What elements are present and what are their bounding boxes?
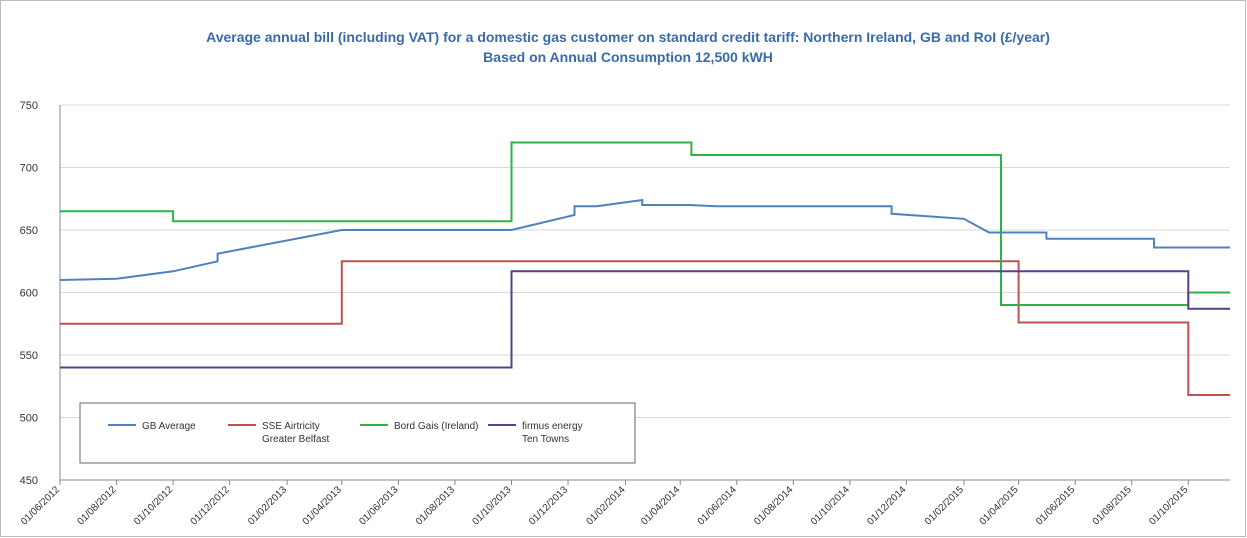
chart-title: Average annual bill (including VAT) for … (206, 29, 1050, 45)
legend-label: firmus energy Ten Towns (522, 421, 583, 445)
series-line (60, 270, 1230, 369)
legend-label: GB Average (142, 421, 196, 432)
legend-label: Bord Gais (Ireland) (394, 421, 478, 432)
y-tick-label: 650 (20, 225, 38, 237)
series-line (60, 260, 1230, 396)
y-tick-label: 750 (20, 100, 38, 112)
legend-label: SSE Airtricity Greater Belfast (262, 421, 329, 445)
y-tick-label: 600 (20, 288, 38, 300)
y-tick-label: 500 (20, 413, 38, 425)
y-tick-label: 700 (20, 163, 38, 175)
y-tick-label: 450 (20, 475, 38, 487)
series-line (59, 198, 1230, 281)
legend-box (79, 402, 636, 464)
chart-subtitle: Based on Annual Consumption 12,500 kWH (483, 49, 773, 65)
y-tick-label: 550 (20, 350, 38, 362)
